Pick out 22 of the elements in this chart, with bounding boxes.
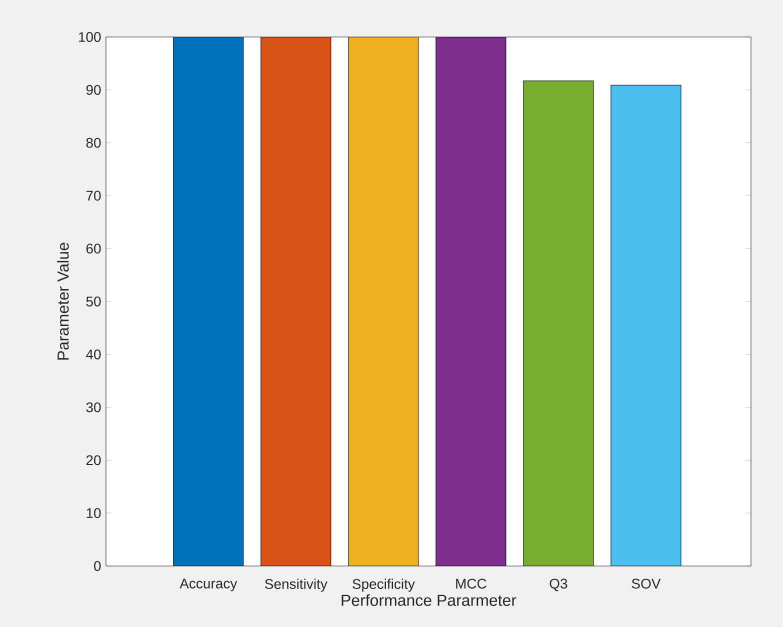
- y-tick-label: 40: [86, 349, 101, 360]
- y-tick-label: 100: [79, 32, 101, 42]
- y-tick-label: 90: [86, 84, 101, 95]
- y-tick-label: 30: [86, 402, 101, 412]
- x-tick-label: Specificity: [352, 578, 415, 592]
- y-axis-title: Parameter Value: [57, 242, 69, 360]
- y-tick-label: 10: [86, 508, 101, 518]
- y-tick-label: 20: [86, 455, 101, 466]
- y-tick-label: 0: [94, 561, 101, 571]
- x-tick-label: Q3: [550, 578, 568, 592]
- bar: [260, 36, 332, 566]
- bar: [436, 36, 506, 566]
- y-tick-label: 70: [86, 190, 101, 201]
- bar: [348, 36, 419, 566]
- x-tick-label: MCC: [456, 578, 486, 589]
- x-tick-label: Sensitivity: [265, 578, 328, 592]
- y-tick-label: 80: [86, 138, 101, 148]
- x-axis-title: Performance Pararmeter: [342, 594, 516, 606]
- x-tick-label: Accuracy: [180, 578, 238, 592]
- y-tick-label: 60: [86, 244, 101, 254]
- y-tick-label: 50: [86, 296, 101, 306]
- x-tick-label: SOV: [632, 578, 661, 589]
